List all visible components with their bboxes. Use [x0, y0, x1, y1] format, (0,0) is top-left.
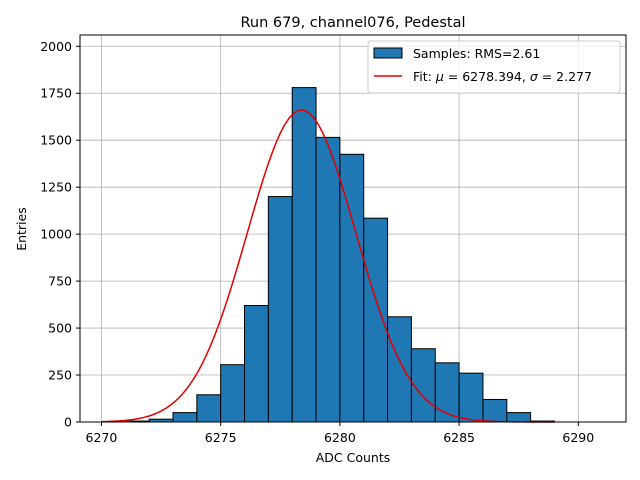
y-axis-label: Entries	[14, 207, 29, 251]
histogram-bar	[244, 305, 269, 423]
y-axis-ticks: 0 250 500 750 1000 1250 1500 1750 2000	[40, 39, 80, 430]
y-tick-label: 1500	[40, 133, 72, 148]
histogram-bar	[387, 316, 412, 423]
histogram-bars	[124, 87, 555, 423]
legend-histogram-swatch	[373, 47, 403, 59]
y-tick-label: 750	[48, 274, 72, 289]
histogram-bar	[339, 153, 365, 423]
y-tick-label: 1250	[40, 180, 72, 195]
chart-title: Run 679, channel076, Pedestal	[240, 15, 465, 31]
histogram-bar	[410, 348, 436, 423]
histogram-bar	[458, 372, 484, 423]
y-tick-label: 0	[64, 415, 72, 430]
histogram-bar	[267, 196, 293, 423]
y-tick-label: 250	[48, 368, 72, 383]
histogram-bar	[482, 398, 508, 423]
y-tick-label: 1000	[40, 227, 72, 242]
y-tick-label: 500	[48, 321, 72, 336]
legend-fit-mu-text: = 6278.394,	[444, 69, 530, 84]
x-tick-label: 6285	[443, 430, 475, 445]
y-tick-label: 2000	[40, 39, 72, 54]
x-tick-label: 6290	[562, 430, 594, 445]
legend-histogram-label: Samples: RMS=2.61	[413, 46, 540, 61]
plot-frame	[79, 34, 627, 423]
histogram-bar	[363, 217, 389, 423]
legend-fit-prefix: Fit:	[413, 69, 436, 84]
legend-fit-mu-symbol: μ	[435, 69, 444, 84]
y-tick-label: 1750	[40, 86, 72, 101]
histogram-bar	[506, 412, 532, 423]
legend-fit-sigma-text: = 2.277	[538, 69, 592, 84]
legend-box	[367, 40, 621, 94]
fit-curve	[101, 109, 555, 423]
histogram-bar	[220, 364, 246, 423]
x-axis-ticks: 6270 6275 6280 6285 6290	[86, 422, 594, 445]
x-axis-label: ADC Counts	[316, 450, 391, 465]
histogram-bar	[196, 394, 222, 423]
x-tick-label: 6270	[86, 430, 118, 445]
legend-fit-sigma-symbol: σ	[530, 69, 539, 84]
legend: Samples: RMS=2.61 Fit: μ = 6278.394, σ =…	[367, 40, 621, 94]
x-tick-label: 6275	[205, 430, 237, 445]
legend-fit-label: Fit: μ = 6278.394, σ = 2.277	[413, 69, 592, 84]
histogram-bar	[291, 87, 317, 423]
x-tick-label: 6280	[324, 430, 356, 445]
histogram-bar	[172, 412, 198, 423]
histogram-bar	[315, 136, 341, 423]
